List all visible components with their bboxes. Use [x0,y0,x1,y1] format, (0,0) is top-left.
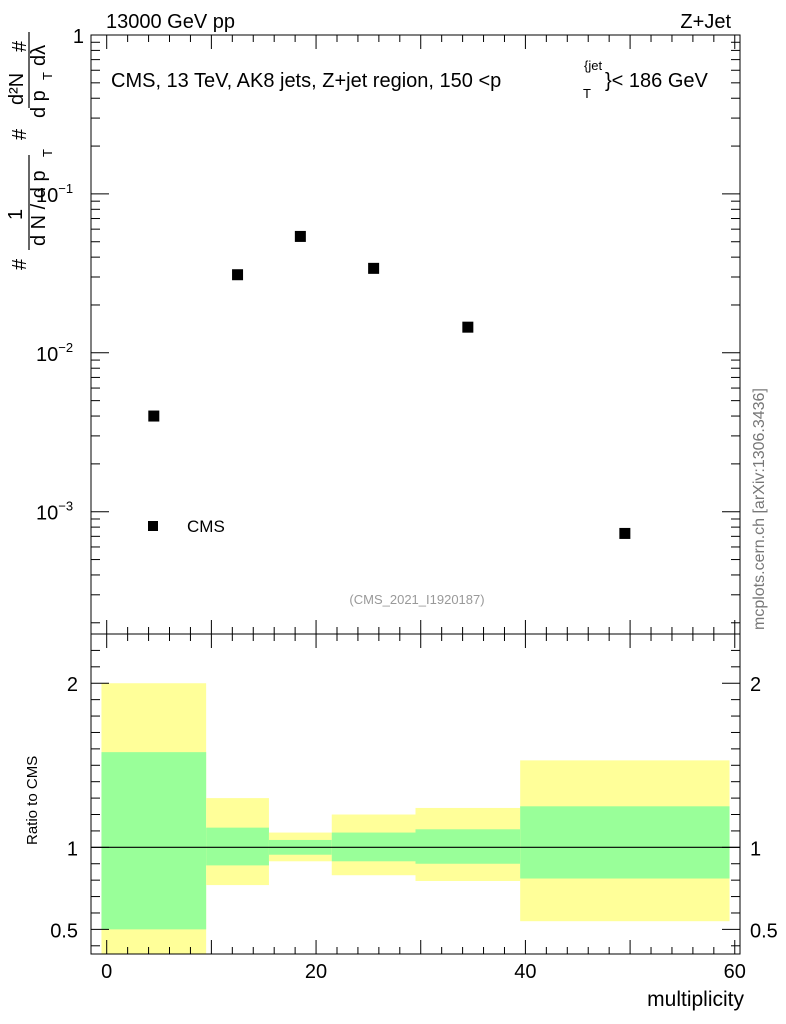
ylabel-denom: d N / d p [28,170,50,246]
ratio-uncertainty-bands [101,683,730,954]
title-suffix: }< 186 GeV [605,70,709,92]
x-axis-label: multiplicity [647,988,744,1011]
legend-label: CMS [187,517,225,536]
ylabel-denom-sub: T [40,149,55,157]
title-prefix: CMS, 13 TeV, AK8 jets, Z+jet region, 150… [111,70,501,92]
ylabel-num-denom-sub: T [40,72,55,80]
header-right: Z+Jet [680,11,731,33]
ratio-y-tick-label-left: 1 [67,838,78,860]
cms-data-point [294,230,306,242]
main-y-tick-label: 10−2 [36,340,73,366]
header-left: 13000 GeV pp [106,11,235,33]
ratio-frame [90,633,741,955]
analysis-watermark: (CMS_2021_I1920187) [349,592,484,607]
ratio-axis-ticks [91,634,740,954]
x-tick-label: 0 [101,961,112,983]
ratio-panel: 0.5 0.51 12 20 20 40 60 Ratio to CMS multiplic… [24,633,778,1011]
ratio-y-tick-label-left: 2 [67,674,78,696]
legend: CMS [148,517,225,536]
ratio-inner-band [415,829,521,864]
cms-data-points [148,230,631,539]
ratio-y-tick-label-right: 2 [750,674,761,696]
main-y-tick-labels: 1 10−1 10−2 10−3 [36,26,84,525]
ylabel-one: 1 [5,209,27,220]
main-axis-ticks [91,34,740,634]
ratio-y-axis-label: Ratio to CMS [24,756,41,845]
main-y-tick-label: 10−1 [36,181,73,207]
x-tick-label: 40 [514,961,536,983]
legend-marker [148,521,158,531]
main-y-tick-label: 1 [73,26,84,48]
ylabel-num-denom-end: dλ [28,45,50,66]
side-label: mcplots.cern.ch [arXiv:1306.3436] [751,388,768,630]
main-panel: 1 10−1 10−2 10−3 CMS, 13 TeV, AK8 jets, Z+j… [5,26,741,635]
title-sub: T [583,86,591,101]
ratio-y-tick-label-right: 1 [750,838,761,860]
x-tick-label: 20 [305,961,327,983]
main-frame [90,34,741,635]
ylabel-hash-1: # [9,258,31,270]
ratio-inner-band [206,827,269,866]
ratio-y-tick-label-right: 0.5 [750,920,778,942]
main-y-tick-label: 10−3 [36,499,73,525]
ratio-inner-band [520,806,730,879]
ratio-tick-labels: 0.5 0.51 12 20 20 40 60 [50,674,778,983]
main-y-axis-label: # 1 d N / d p T # d²N d p T dλ # [5,32,55,270]
ratio-y-tick-label-left: 0.5 [50,920,78,942]
ratio-inner-band [101,752,207,930]
cms-data-point [619,527,631,539]
ylabel-num-denom: d p [28,90,50,118]
svg-text:CMS, 13 TeV, AK8 jets, Z+jet r: CMS, 13 TeV, AK8 jets, Z+jet region, 150… [111,70,501,92]
cms-data-point [232,269,244,281]
ylabel-num: d²N [6,73,28,105]
plot-title: CMS, 13 TeV, AK8 jets, Z+jet region, 150… [111,58,709,101]
cms-data-point [462,321,474,333]
cms-data-point [148,410,160,422]
cms-data-point [368,262,380,274]
x-tick-label: 60 [724,961,746,983]
ylabel-hash-3: # [9,40,31,52]
ylabel-hash-2: # [9,128,31,140]
title-sup: {jet [584,58,602,73]
